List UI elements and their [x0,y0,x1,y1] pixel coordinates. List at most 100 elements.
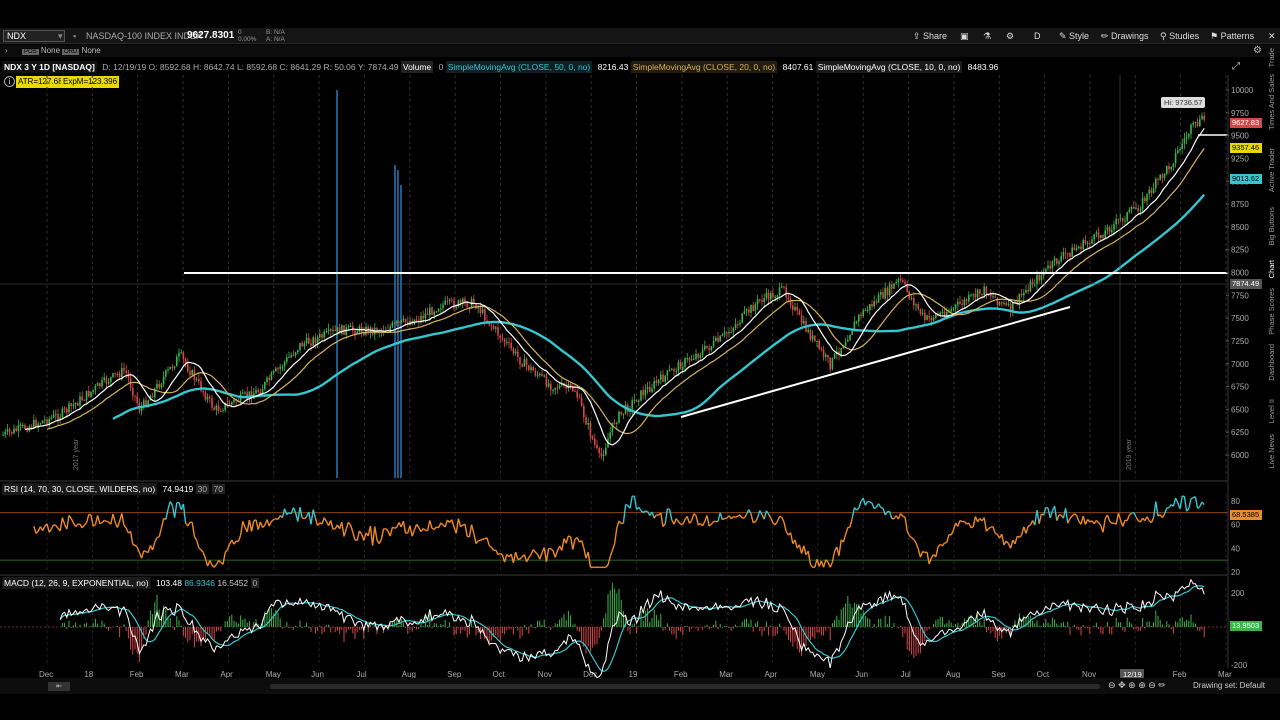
scroll-start-icon[interactable]: ⇤ [48,682,70,691]
rsi-segment [750,513,754,523]
candle-body [1025,290,1027,293]
candle-body [213,407,215,410]
rsi-title[interactable]: RSI (14, 70, 30, CLOSE, WILDERS, no) [2,483,158,495]
rsi-segment [807,550,812,565]
rsi-segment [422,528,426,531]
price-tick: 7000 [1231,360,1249,369]
candle-body [261,388,264,395]
legend-sma10[interactable]: SimpleMovingAvg (CLOSE, 10, 0, no) [815,61,963,73]
style-button[interactable]: ✎ Style [1059,31,1090,41]
candle-body [1031,281,1034,285]
settings-button[interactable]: ⚙ [1006,29,1014,43]
candle-body [897,279,900,283]
rsi-segment [867,500,870,503]
candle-body [1049,265,1051,269]
tab-trade[interactable]: Trade [1267,48,1276,68]
tab-chart[interactable]: Chart [1267,260,1276,279]
candle-body [189,371,191,376]
rsi-segment [1056,514,1060,521]
tab-big-buttons[interactable]: Big Buttons [1267,207,1276,246]
legend-sma20[interactable]: SimpleMovingAvg (CLOSE, 20, 0, no) [630,61,778,73]
tab-dashboard[interactable]: Dashboard [1267,344,1276,381]
candle-body [855,321,858,323]
studies-button[interactable]: ⚲ Studies [1160,31,1200,41]
candle-body [1194,121,1197,123]
candle-body [745,309,748,312]
rsi-segment [200,549,204,553]
timeframe-button[interactable]: D [1034,31,1041,41]
drawing-set-label[interactable]: Drawing set: Default [1193,681,1266,690]
candle-body [1020,293,1023,296]
legend-close: C: 8641.29 [279,62,322,72]
rsi-segment [662,523,666,528]
candle-body [759,299,761,301]
time-scrollbar[interactable] [270,684,1100,689]
rsi-segment [1080,515,1084,525]
expand-icon[interactable]: › [5,46,8,55]
candle-body [1058,261,1060,264]
candle-body [435,311,438,313]
candle-body [492,325,495,329]
candle-body [457,300,460,307]
rsi-segment [752,521,756,524]
zoom-out-icon: ⊖ [1148,680,1156,690]
candle-body [312,337,314,346]
candle-body [446,300,449,302]
rsi-segment [618,520,622,524]
symbol-input[interactable]: NDX [3,30,65,42]
info-icon[interactable]: i [4,76,15,87]
rsi-segment [706,515,710,527]
rsi-segment [605,564,609,568]
candle-body [754,304,757,312]
candle-body [1051,261,1054,269]
rsi-segment [1067,518,1071,524]
share-button[interactable]: ⇪ Share [913,31,948,41]
tab-times-and-sales[interactable]: Times And Sales [1267,74,1276,130]
cursor-date-label: 12/19 [1123,670,1142,679]
price-tick: 8750 [1231,200,1249,209]
legend-range: R: 50.06 [323,62,356,72]
symbol-link-icon[interactable]: ▪ [73,31,77,41]
expand-chart-icon[interactable]: ⤢ [1232,61,1240,72]
legend-sma50[interactable]: SimpleMovingAvg (CLOSE, 50, 0, no) [445,61,593,73]
pane-separator[interactable] [0,574,1228,576]
candle-body [631,400,633,410]
tab-live-news[interactable]: Live News [1267,434,1276,469]
candle-body [1174,153,1177,164]
flexible-grid-button[interactable]: ▣ [960,29,969,43]
pane-separator[interactable] [0,480,1228,482]
rsi-segment [1161,513,1166,519]
candle-body [85,390,88,401]
volume-bar [397,170,399,478]
rsi-segment [268,521,273,527]
rsi-segment [880,506,884,509]
rsi-segment [497,552,501,556]
tab-active-trader[interactable]: Active Trader [1267,148,1276,193]
rsi-segment [545,548,550,562]
patterns-button[interactable]: ⚑ Patterns [1210,31,1255,41]
candle-body [1130,206,1133,210]
rsi-segment [195,539,200,549]
rsi-segment [789,532,794,544]
rsi-segment [972,516,977,528]
close-icon[interactable]: ✕ [1268,31,1276,41]
candle-body [963,299,966,305]
rsi-segment [842,534,847,543]
candle-body [169,366,171,370]
symbol-dropdown-icon[interactable]: ▾ [58,31,63,41]
candle-body [1128,209,1131,213]
candle-body [132,387,134,396]
chart-settings-icon[interactable]: ⚙ [1253,45,1262,56]
legend-volume-label[interactable]: Volume [400,61,434,73]
rsi-segment [988,526,992,530]
flask-button[interactable]: ⚗ [983,29,991,43]
candle-body [13,428,15,434]
drawings-button[interactable]: ✏ Drawings [1101,31,1149,41]
macd-title[interactable]: MACD (12, 26, 9, EXPONENTIAL, no) [2,577,151,589]
tab-phase-scores[interactable]: Phase Scores [1267,288,1276,335]
candle-body [633,399,636,401]
tab-level-ii[interactable]: Level II [1267,399,1276,424]
zoom-controls[interactable]: ⊖ ✥ ⊕ ⊕ ⊖ ✏ [1108,680,1166,691]
rsi-segment [1163,507,1168,515]
